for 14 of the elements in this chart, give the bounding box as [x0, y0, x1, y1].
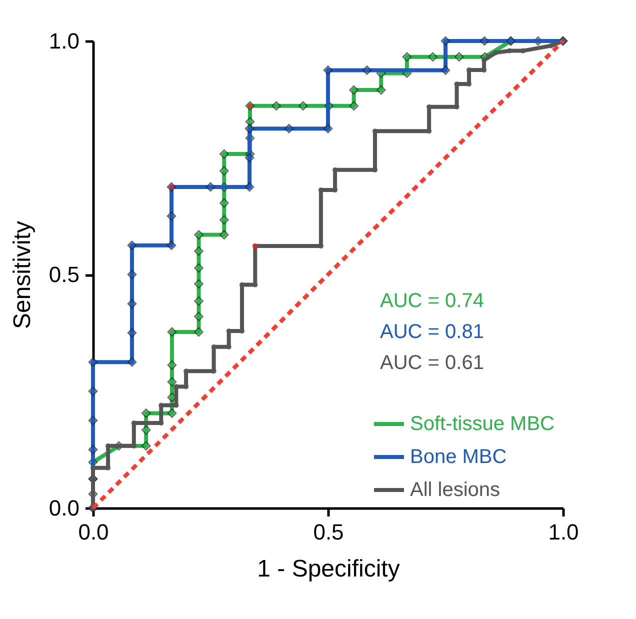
legend-label: Soft-tissue MBC	[410, 413, 554, 435]
annotation: AUC = 0.81	[380, 321, 484, 343]
annotation: AUC = 0.74	[380, 290, 484, 312]
y-axis-title: Sensitivity	[8, 220, 36, 330]
y-tick-label: 0.5	[48, 262, 80, 287]
x-tick-label: 1.0	[548, 520, 579, 544]
x-tick-label: 0.0	[78, 520, 109, 544]
annotation: AUC = 0.61	[380, 352, 484, 374]
x-axis-title: 1 - Specificity	[257, 556, 400, 582]
legend-label: Bone MBC	[410, 446, 507, 468]
x-tick-label: 0.5	[313, 520, 344, 544]
legend-label: All lesions	[410, 479, 500, 501]
y-tick-label: 0.0	[48, 496, 80, 520]
y-tick-label: 1.0	[48, 28, 80, 54]
